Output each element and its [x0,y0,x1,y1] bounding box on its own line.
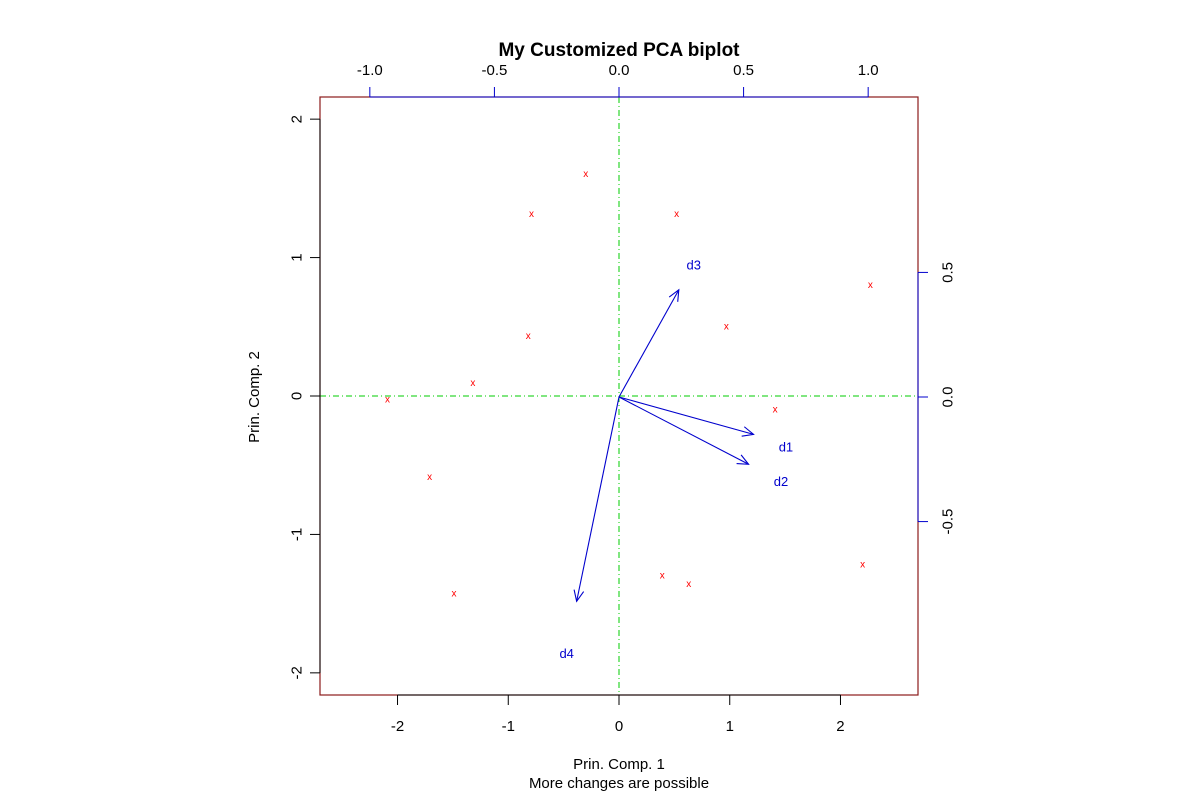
chart-title: My Customized PCA biplot [498,40,740,61]
score-point: x [868,280,873,291]
right-tick-label: -0.5 [940,509,957,535]
score-point: x [773,404,778,415]
loading-label-d2: d2 [774,474,788,489]
loading-arrow-d1 [618,396,754,435]
score-point: x [686,579,691,590]
score-point: x [583,169,588,180]
loading-arrow-d4 [576,396,620,602]
loading-arrow-d2 [618,396,749,465]
y-axis-label: Prin. Comp. 2 [246,351,263,443]
y-tick-label: 1 [289,253,306,261]
loading-label-d4: d4 [559,646,573,661]
x-axis-label: Prin. Comp. 1 [573,756,665,773]
score-point: x [385,395,390,406]
loading-arrowhead-d4 [573,589,585,603]
loading-label-d1: d1 [779,439,793,454]
y-tick-label: 2 [289,115,306,123]
score-point: x [529,209,534,220]
x-tick-label: -2 [391,718,404,735]
right-tick-label: 0.5 [940,262,957,283]
y-tick-label: 0 [289,392,306,400]
score-point: x [660,570,665,581]
y-tick-label: -2 [289,666,306,679]
x-tick-label: 1 [726,718,734,735]
score-point: x [860,559,865,570]
loading-arrowhead-d2 [736,454,750,465]
x-tick-label: 0 [615,718,623,735]
right-tick-label: 0.0 [940,387,957,408]
score-point: x [451,588,456,599]
score-point: x [526,331,531,342]
plot-layer: -2 -1 0 1 2 -2 -1 0 1 2 -1.0 -0.5 0.0 0.5 1.0 -0.5 0.0 0.… [289,62,957,735]
loading-arrowhead-d3 [668,288,680,302]
loading-arrowhead-d1 [741,426,755,437]
top-tick-label: 0.5 [733,62,754,79]
score-point: x [724,321,729,332]
y-tick-label: -1 [289,528,306,541]
score-point: x [674,209,679,220]
chart-subtitle: More changes are possible [529,775,709,792]
x-tick-label: -1 [502,718,515,735]
top-tick-label: -1.0 [357,62,383,79]
top-tick-label: 1.0 [858,62,879,79]
loading-label-d3: d3 [687,257,701,272]
x-tick-label: 2 [836,718,844,735]
top-tick-label: 0.0 [609,62,630,79]
score-point: x [427,472,432,483]
loading-arrow-d3 [618,289,680,398]
top-tick-label: -0.5 [481,62,507,79]
score-point: x [470,378,475,389]
